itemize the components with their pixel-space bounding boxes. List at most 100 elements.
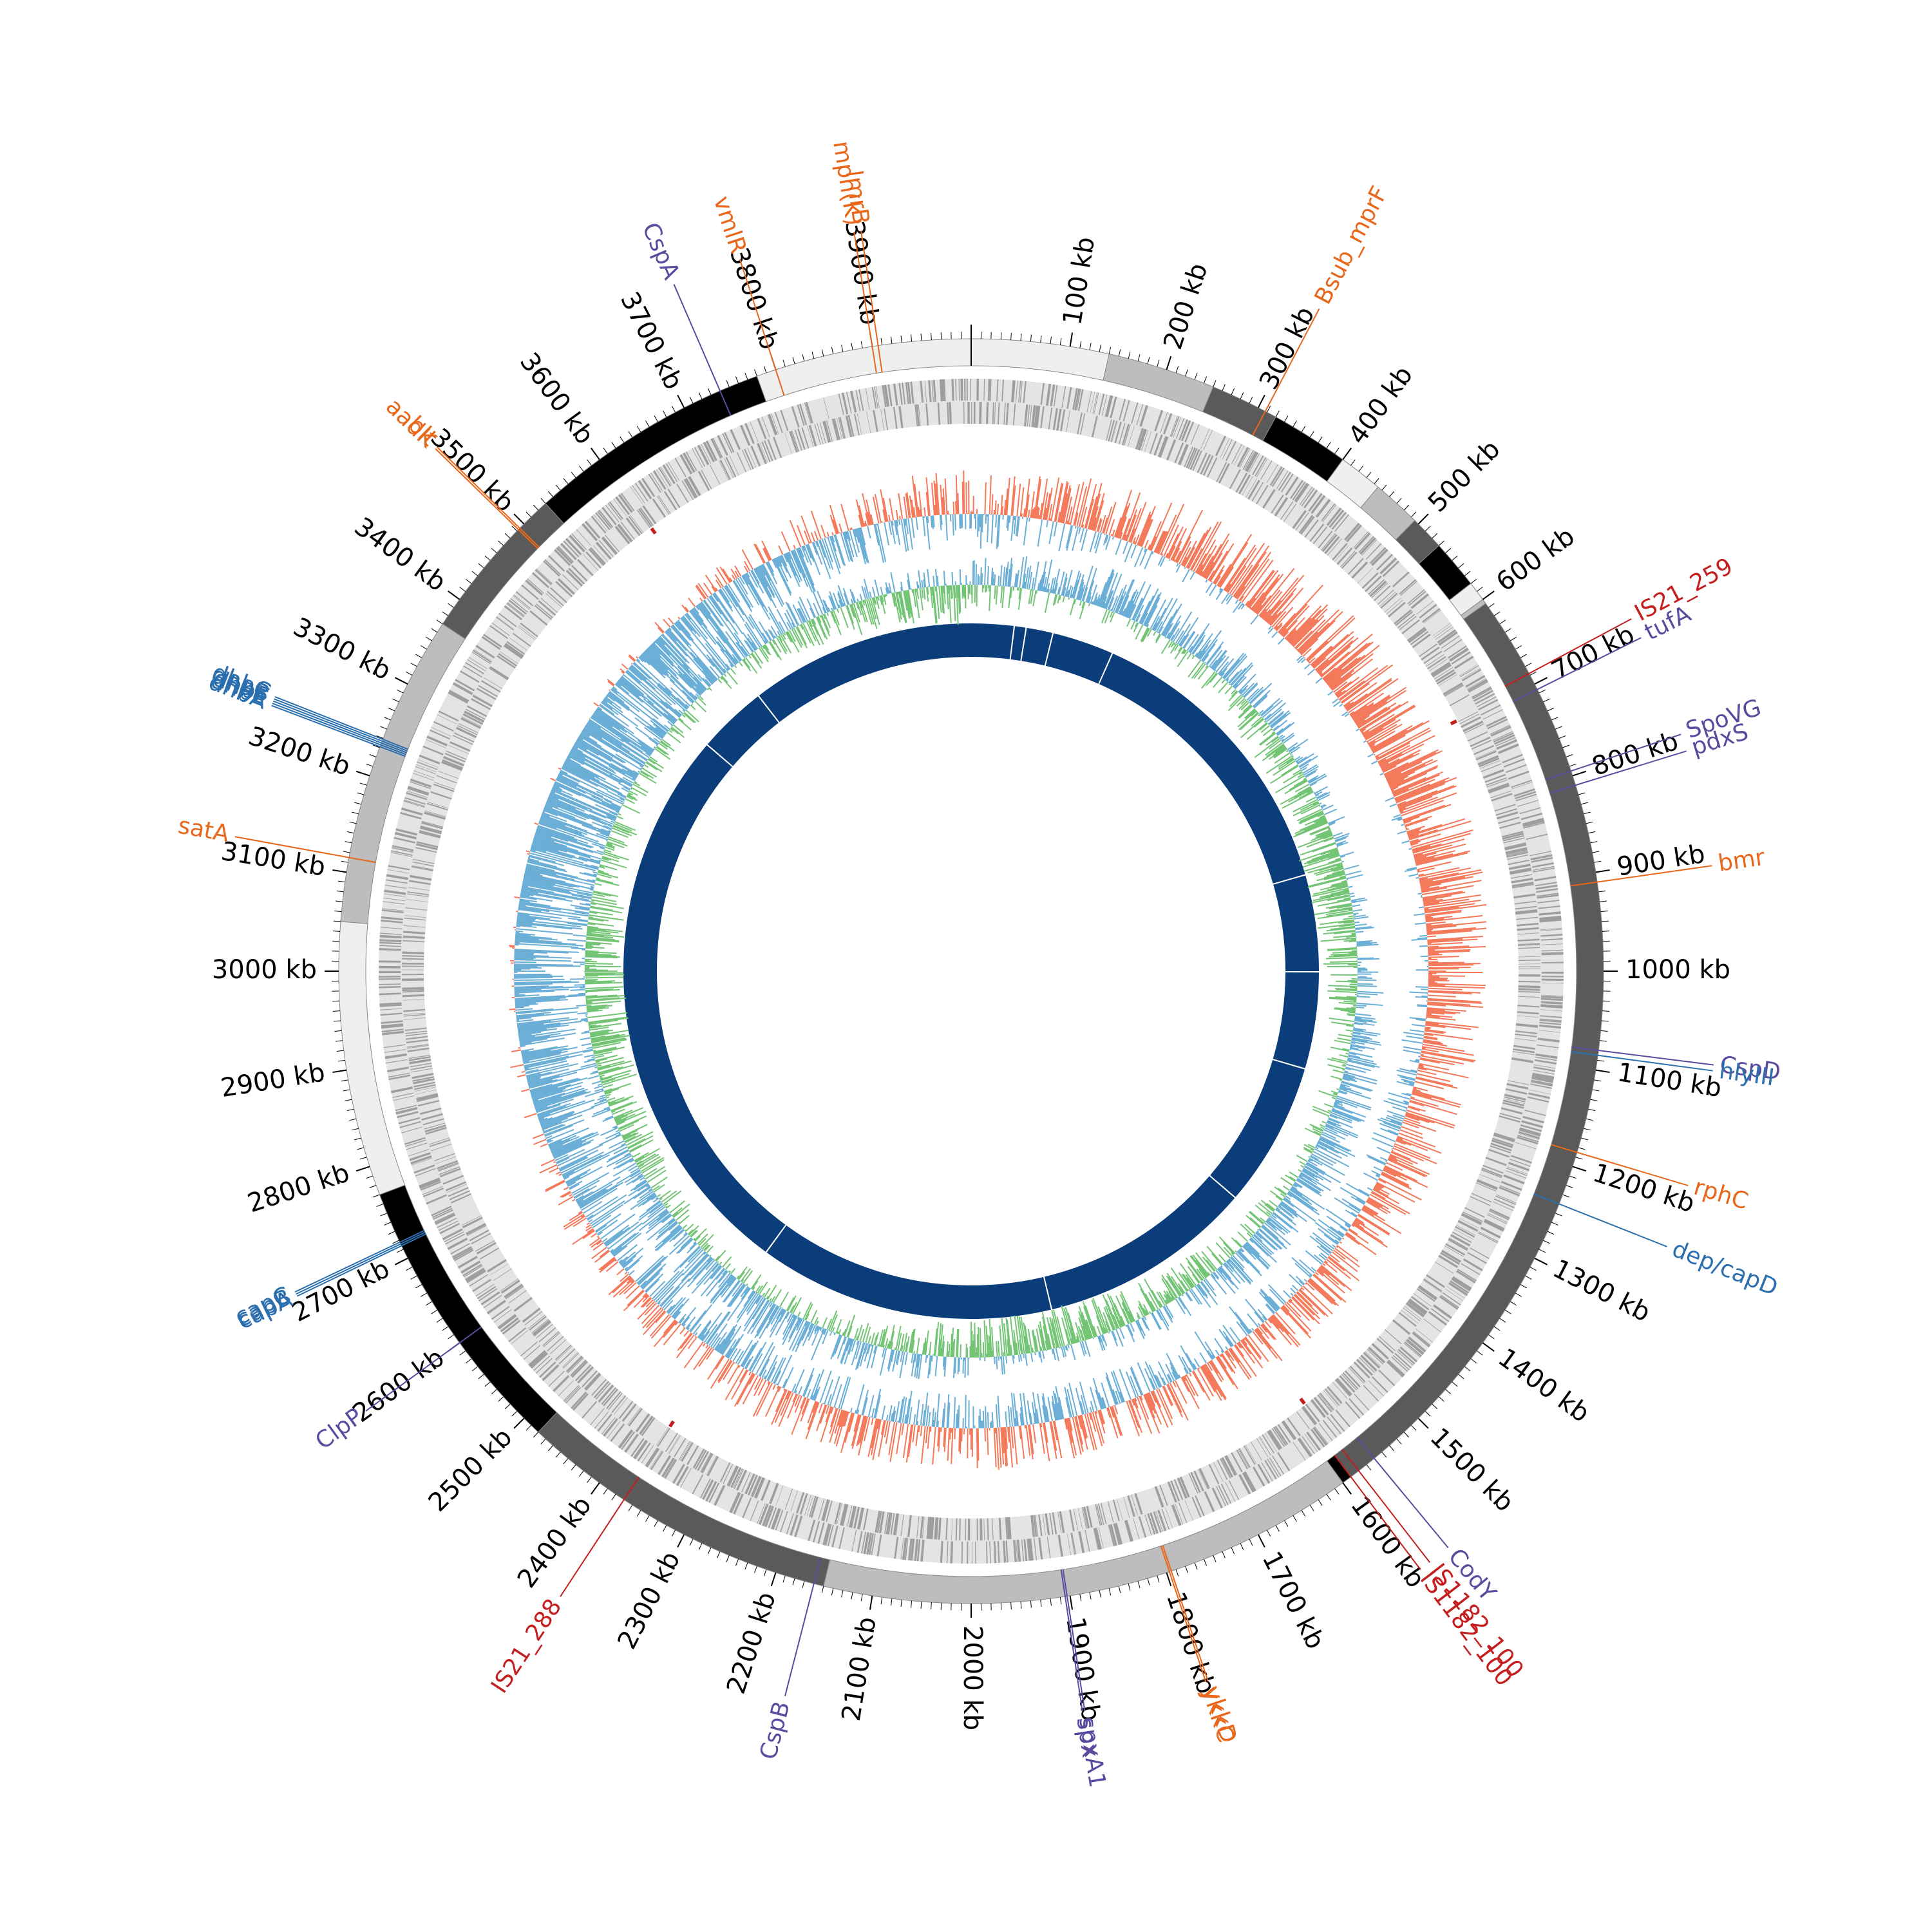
skew-bar	[1235, 1252, 1244, 1262]
skew-bar	[1101, 609, 1108, 624]
skew-bar	[1103, 1307, 1114, 1331]
gc-bar	[1424, 1030, 1444, 1034]
skew-bar	[1318, 1140, 1335, 1150]
gc-bar	[1010, 515, 1014, 541]
skew-bar	[589, 1023, 622, 1029]
gc-bar	[1165, 553, 1169, 558]
skew-bar	[1051, 1323, 1059, 1348]
gc-bar	[1034, 479, 1042, 519]
gc-bar	[1015, 516, 1019, 536]
skew-bar	[911, 589, 914, 593]
gc-bar	[1359, 701, 1409, 732]
skew-bar	[1308, 773, 1326, 784]
skew-bar	[1242, 704, 1251, 712]
skew-bar	[1031, 1331, 1037, 1352]
skew-bar	[579, 907, 590, 910]
skew-bar	[858, 601, 866, 623]
skew-bar	[1092, 592, 1098, 605]
skew-bar	[591, 1034, 630, 1043]
skew-bar	[613, 824, 638, 836]
skew-bar	[960, 1344, 961, 1358]
gc-bar	[572, 1179, 600, 1197]
skew-bar	[855, 1342, 865, 1370]
gc-bar	[1094, 500, 1104, 531]
gc-bar	[586, 1222, 590, 1226]
gc-bar	[1380, 1117, 1402, 1126]
gc-bar	[895, 1401, 900, 1423]
gc-bar	[1150, 1391, 1157, 1403]
skew-bar	[1324, 1127, 1338, 1135]
skew-bar	[935, 586, 940, 620]
gc-bar	[1097, 518, 1103, 533]
skew-bar	[645, 1213, 671, 1234]
gc-bar	[1397, 1137, 1403, 1141]
skew-bar	[1306, 851, 1339, 863]
gc-bar	[923, 507, 926, 516]
skew-bar	[1307, 1144, 1316, 1149]
skew-bar	[1173, 642, 1176, 646]
gc-bar	[1422, 1046, 1474, 1056]
gc-bar	[1010, 1392, 1016, 1426]
skew-bar	[1191, 1273, 1200, 1284]
skew-bar	[1188, 659, 1202, 677]
gc-bar	[1361, 1208, 1402, 1235]
gc-bar	[1076, 486, 1088, 527]
gc-bar	[1407, 824, 1443, 837]
skew-bar	[1201, 643, 1216, 662]
skew-bar	[627, 793, 631, 796]
skew-bar	[1047, 589, 1050, 593]
gc-bar	[1390, 1119, 1403, 1125]
gc-bar	[840, 1377, 851, 1410]
gc-bar	[1399, 1068, 1417, 1074]
gc-bar	[1372, 1189, 1400, 1204]
skew-bar	[1268, 712, 1284, 726]
skew-bar	[1157, 1309, 1170, 1331]
skew-bar	[1077, 579, 1084, 600]
gc-bar	[588, 1219, 593, 1223]
gc-bar	[1075, 1416, 1084, 1445]
gc-bar	[1401, 840, 1410, 844]
skew-bar	[1104, 610, 1111, 624]
skew-bar	[1096, 598, 1101, 607]
gc-bar	[1219, 587, 1222, 591]
gc-bar	[1363, 1204, 1379, 1215]
skew-bar	[1141, 612, 1148, 625]
gc-bar	[1379, 753, 1403, 766]
gc-bar	[1112, 1405, 1123, 1436]
skew-bar	[1228, 683, 1231, 686]
skew-bar	[1318, 863, 1343, 871]
gc-bar	[889, 498, 895, 521]
gc-bar	[1333, 1249, 1346, 1260]
skew-bar	[724, 1263, 732, 1270]
skew-bar	[1290, 746, 1301, 754]
gc-bar	[678, 1313, 687, 1323]
skew-bar	[719, 1262, 723, 1265]
skew-bar	[1354, 1016, 1376, 1020]
skew-bar	[1262, 1224, 1279, 1239]
skew-bar	[788, 1317, 801, 1343]
gc-bar	[1393, 1145, 1437, 1164]
skew-bar	[956, 1329, 959, 1358]
skew-bar	[1005, 1356, 1008, 1364]
skew-bar	[706, 1245, 714, 1254]
skew-bar	[875, 596, 880, 609]
gc-bar	[1179, 541, 1192, 565]
skew-bar	[1321, 1121, 1327, 1124]
skew-bar	[1061, 573, 1068, 596]
skew-bar	[1155, 633, 1160, 641]
gc-bar	[1383, 1168, 1407, 1181]
gc-bar	[1339, 1241, 1342, 1244]
gc-bar	[1144, 1394, 1155, 1419]
gc-bar	[1061, 485, 1071, 524]
gc-bar	[1428, 956, 1459, 958]
skew-bar	[1135, 614, 1141, 623]
gc-bar	[867, 1418, 877, 1457]
skew-bar	[1053, 1309, 1063, 1347]
gc-bar	[1381, 1172, 1410, 1188]
gc-bar	[1007, 515, 1010, 531]
skew-bar	[1329, 1113, 1352, 1124]
gc-bar	[1423, 1040, 1443, 1045]
skew-bar	[1051, 1318, 1060, 1348]
skew-bar	[1105, 590, 1114, 610]
gc-bar	[1320, 1252, 1328, 1259]
